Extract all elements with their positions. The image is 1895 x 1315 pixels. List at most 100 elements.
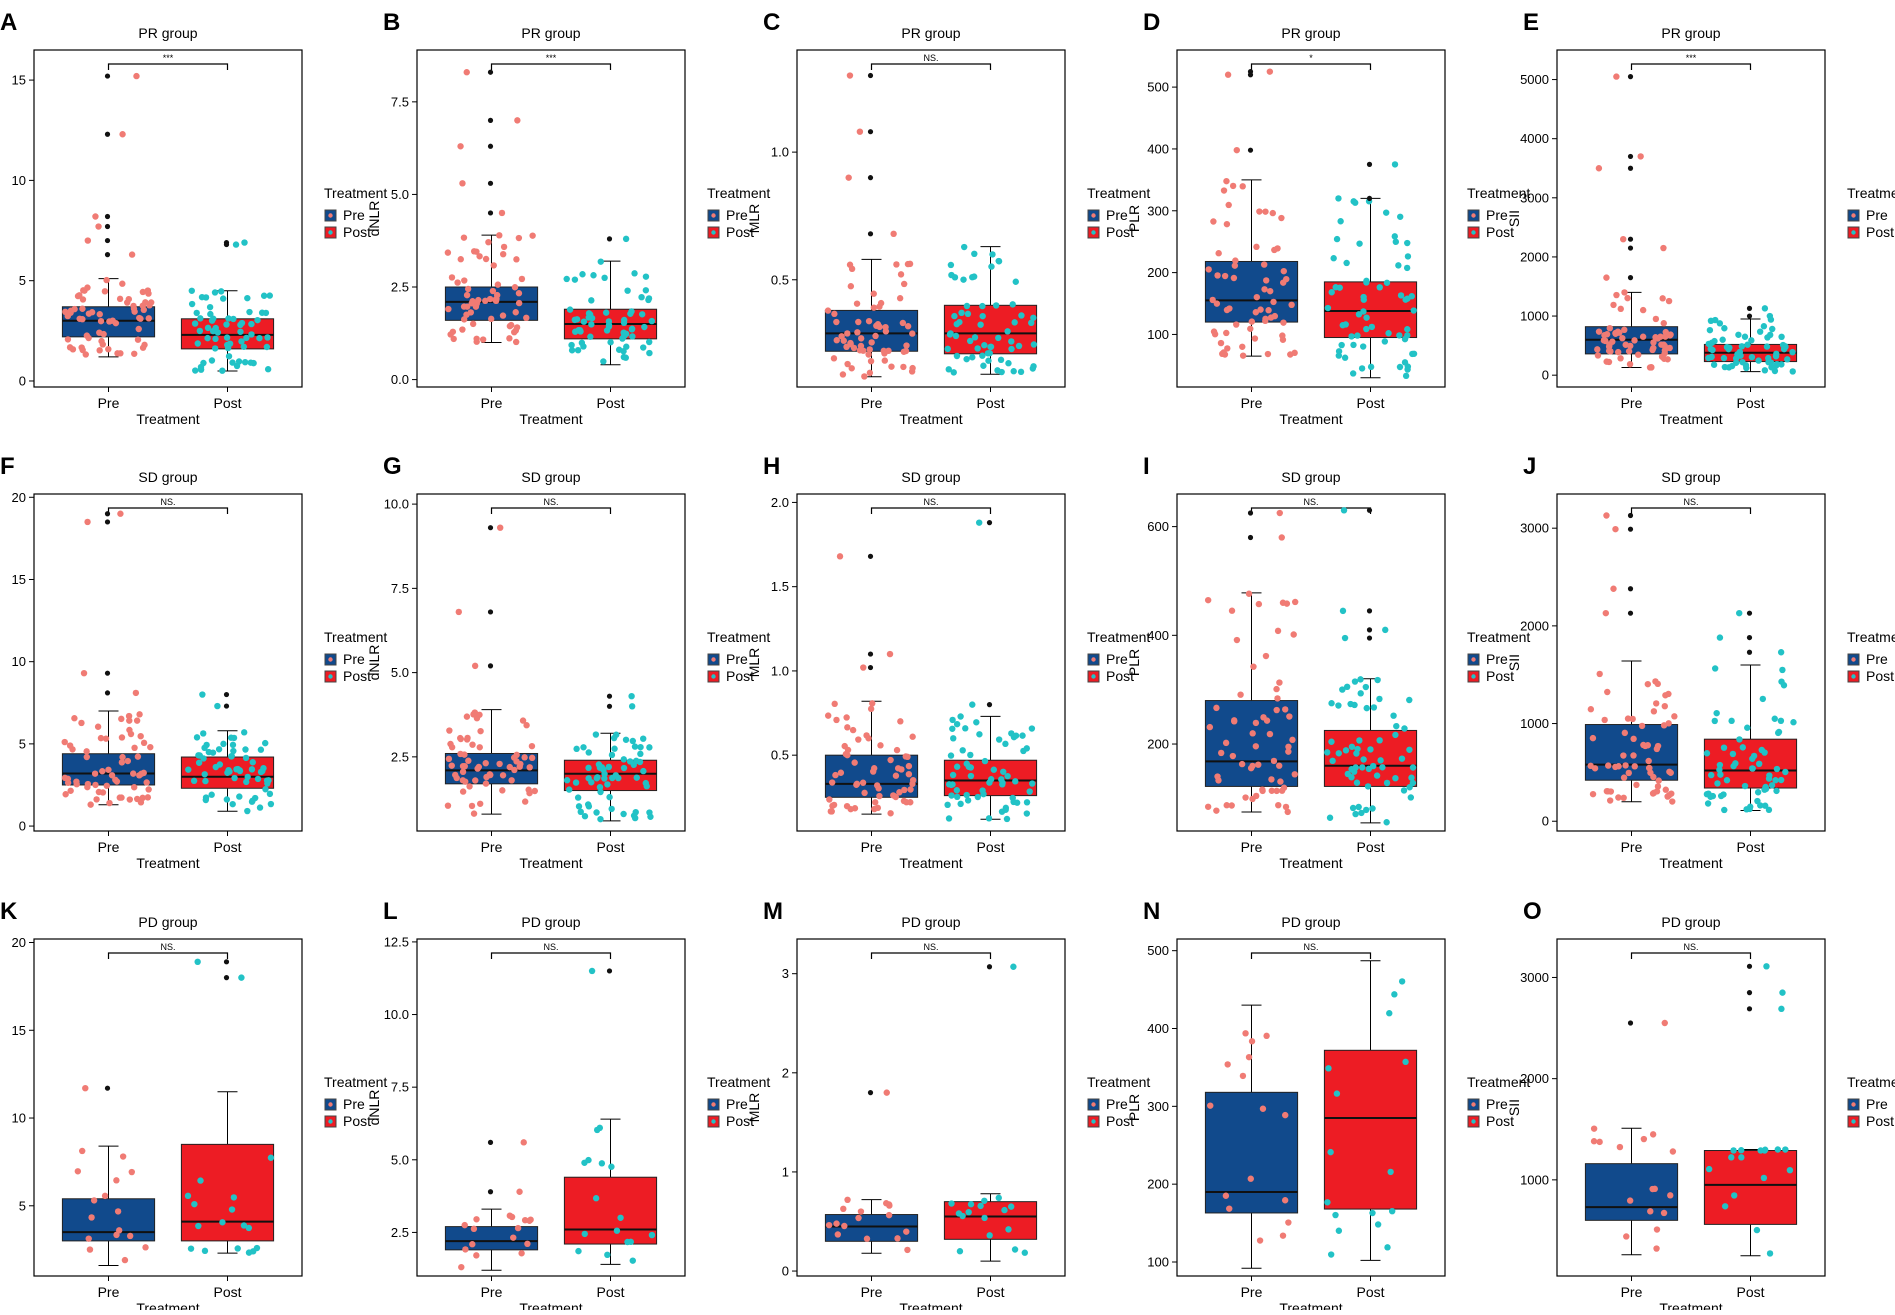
data-point	[1654, 335, 1662, 342]
significance-label: NS.	[543, 942, 558, 952]
outlier-point	[487, 69, 494, 75]
data-point	[225, 315, 232, 322]
data-point	[971, 250, 978, 258]
data-point	[1233, 636, 1241, 644]
data-point	[236, 793, 243, 800]
data-point	[1659, 295, 1666, 302]
significance-label: ***	[546, 53, 557, 63]
data-point	[900, 280, 908, 288]
data-point	[997, 356, 1005, 364]
data-point	[902, 347, 910, 355]
data-point	[1622, 341, 1629, 348]
data-point	[1771, 367, 1779, 375]
data-point	[1761, 367, 1769, 374]
data-point	[867, 705, 875, 713]
box-body	[1204, 700, 1299, 787]
data-point	[563, 275, 570, 283]
x-category-label: Post	[1356, 1284, 1384, 1300]
data-point	[486, 771, 494, 778]
data-point	[963, 791, 970, 799]
data-point	[1261, 286, 1268, 293]
data-point	[1249, 730, 1256, 737]
legend-label-post: Post	[1866, 668, 1894, 684]
data-point	[1402, 372, 1410, 380]
box-post	[943, 243, 1038, 376]
data-point	[130, 302, 137, 310]
x-axis-label: Treatment	[1279, 855, 1342, 871]
data-point	[1233, 321, 1240, 328]
data-point	[1778, 678, 1785, 685]
data-point	[640, 344, 647, 351]
data-point	[953, 763, 961, 770]
data-point	[1768, 782, 1776, 789]
legend-key-dot	[1851, 657, 1856, 662]
data-point	[893, 261, 900, 268]
data-point	[1005, 1226, 1012, 1233]
data-point	[957, 800, 964, 808]
y-tick-label: 12.5	[384, 934, 409, 949]
data-point	[953, 720, 961, 728]
data-point	[201, 744, 208, 752]
data-point	[1738, 1147, 1745, 1154]
data-point	[212, 335, 219, 343]
legend-key-dot	[1091, 674, 1096, 679]
data-point	[1282, 803, 1290, 811]
data-point	[1603, 512, 1610, 519]
box-pre	[1204, 509, 1299, 816]
data-point	[581, 1230, 588, 1238]
data-point	[486, 295, 494, 303]
data-point	[1278, 787, 1286, 794]
data-point	[118, 715, 125, 723]
data-point	[193, 734, 201, 741]
x-category-label: Post	[596, 1284, 624, 1300]
data-point	[241, 729, 248, 736]
data-point	[1784, 356, 1791, 363]
data-point	[67, 787, 74, 794]
data-point	[1007, 1203, 1015, 1210]
data-point	[1028, 319, 1035, 327]
data-point	[1660, 355, 1668, 362]
data-point	[238, 974, 245, 981]
outlier-point	[1627, 275, 1634, 281]
data-point	[1721, 325, 1728, 332]
data-point	[1339, 686, 1346, 693]
data-point	[512, 338, 520, 346]
data-point	[513, 758, 520, 765]
data-point	[622, 736, 630, 743]
data-point	[462, 778, 469, 785]
y-tick-label: 0	[1542, 368, 1549, 383]
outlier-point	[986, 702, 993, 708]
data-point	[1382, 626, 1389, 634]
data-point	[99, 768, 106, 775]
data-point	[631, 814, 639, 822]
data-point	[194, 958, 201, 966]
data-point	[610, 734, 618, 742]
data-point	[1720, 354, 1728, 362]
x-category-label: Post	[596, 395, 624, 411]
data-point	[638, 311, 646, 318]
data-point	[1732, 760, 1739, 767]
data-point	[1349, 370, 1357, 377]
outlier-point	[1627, 512, 1634, 519]
data-point	[1594, 346, 1601, 353]
data-point	[232, 241, 240, 248]
data-point	[263, 343, 271, 351]
data-point	[1286, 713, 1293, 720]
y-tick-label: 400	[1147, 628, 1169, 643]
data-point	[113, 1177, 120, 1184]
outlier-point	[1627, 153, 1634, 160]
x-category-label: Pre	[861, 395, 883, 411]
panel-letter: G	[383, 453, 402, 480]
y-tick-label: 2.5	[391, 1225, 409, 1240]
data-point	[230, 747, 237, 755]
data-point	[1404, 332, 1411, 339]
data-point	[1239, 343, 1246, 350]
data-point	[637, 743, 644, 751]
legend-key-dot	[1471, 1119, 1476, 1124]
data-point	[903, 342, 910, 349]
data-point	[472, 777, 479, 784]
data-point	[1280, 267, 1287, 275]
data-point	[1782, 1146, 1789, 1153]
panel-title: PR group	[138, 25, 197, 41]
